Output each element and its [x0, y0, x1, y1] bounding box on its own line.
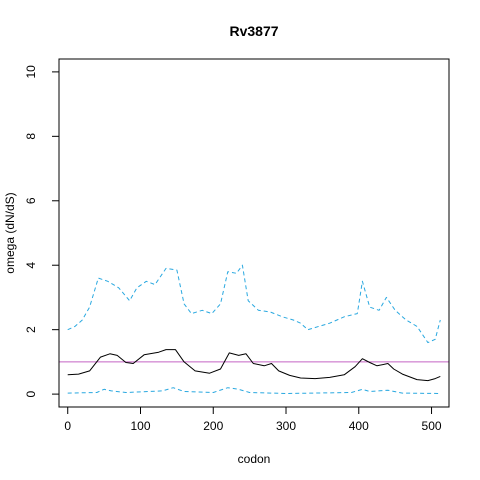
y-axis: 0 2 4 6 8 10: [24, 65, 60, 397]
y-tick-label: 0: [24, 390, 38, 397]
y-tick-label: 2: [24, 326, 38, 333]
x-tick-label: 400: [349, 419, 369, 433]
y-tick-label: 10: [24, 65, 38, 79]
y-axis-label: omega (dN/dS): [3, 192, 17, 273]
chart-title: Rv3877: [229, 23, 278, 39]
series-line-lower: [67, 387, 441, 394]
series-line-upper: [67, 264, 441, 344]
x-axis: 0 100 200 300 400 500: [64, 406, 442, 433]
y-tick-label: 4: [24, 262, 38, 269]
x-tick-label: 200: [203, 419, 223, 433]
x-tick-label: 300: [276, 419, 296, 433]
series-line-mean: [67, 349, 441, 382]
x-tick-label: 100: [130, 419, 150, 433]
x-axis-label: codon: [238, 452, 271, 466]
y-tick-label: 6: [24, 197, 38, 204]
x-tick-label: 0: [64, 419, 71, 433]
x-tick-label: 500: [422, 419, 442, 433]
plot-area: [59, 264, 449, 394]
plot-frame: [58, 58, 450, 408]
y-tick-label: 8: [24, 133, 38, 140]
